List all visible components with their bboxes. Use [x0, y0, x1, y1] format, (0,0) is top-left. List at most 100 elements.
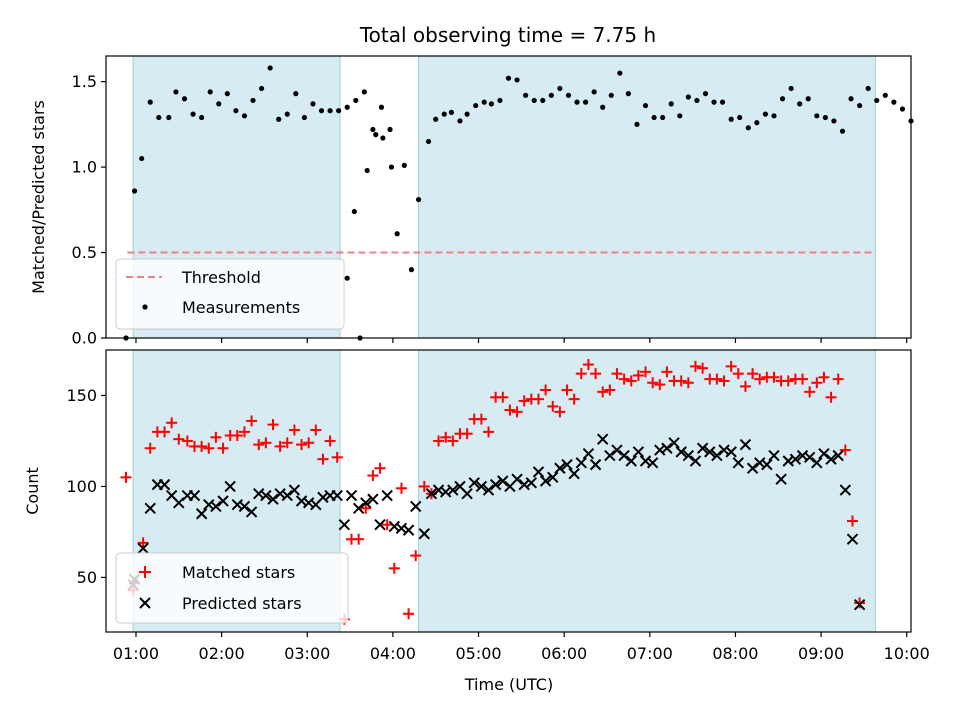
- matched-star-point: [395, 482, 407, 494]
- predicted-star-mark-b: [497, 475, 509, 487]
- x-tick-label: 03:00: [284, 644, 330, 663]
- measurement-point: [805, 96, 811, 102]
- predicted-star-mark-b: [217, 495, 229, 507]
- measurement-point: [797, 101, 803, 107]
- matched-star-point: [296, 439, 308, 451]
- measurement-point: [677, 113, 683, 119]
- measurement-points: [123, 65, 914, 341]
- predicted-star-mark-b: [839, 484, 852, 496]
- predicted-star-mark-b: [554, 462, 566, 474]
- legend-measurements-label: Measurements: [182, 298, 300, 317]
- predicted-star-mark-b: [668, 437, 680, 449]
- measurement-point: [600, 104, 606, 110]
- predicted-star-mark-b: [739, 438, 752, 451]
- predicted-star-mark-b: [260, 489, 272, 502]
- predicted-star-mark-b: [224, 480, 236, 493]
- matched-star-point: [547, 400, 559, 412]
- predicted-star-mark-b: [682, 449, 695, 462]
- measurement-point: [660, 114, 666, 121]
- predicted-star-point: [846, 533, 859, 545]
- predicted-star-mark-b: [768, 449, 780, 462]
- predicted-star-mark-b: [345, 489, 358, 502]
- matched-star-point: [331, 451, 343, 463]
- matched-star-point: [661, 366, 673, 378]
- matched-star-point: [317, 453, 329, 465]
- predicted-star-mark-b: [625, 455, 637, 467]
- predicted-star-mark-b: [352, 502, 365, 514]
- measurement-point: [344, 104, 350, 110]
- predicted-star-mark-b: [374, 518, 386, 531]
- predicted-star-point: [381, 489, 393, 502]
- predicted-star-mark-b: [604, 449, 616, 462]
- predicted-star-point: [267, 493, 279, 505]
- matched-star-point: [682, 377, 694, 389]
- measurement-point: [425, 138, 432, 145]
- predicted-star-point: [761, 458, 773, 471]
- predicted-star-mark-b: [402, 524, 415, 536]
- predicted-star-mark-b: [789, 453, 802, 465]
- measurement-point: [685, 94, 691, 100]
- measurement-point: [865, 85, 871, 92]
- predicted-star-point: [482, 484, 495, 496]
- predicted-star-point: [811, 457, 823, 469]
- measurement-point: [634, 121, 640, 127]
- predicted-star-mark-b: [832, 449, 844, 462]
- predicted-legend-swatch: [139, 597, 151, 609]
- measurement-point: [481, 99, 487, 105]
- predicted-star-mark-b: [775, 473, 787, 485]
- predicted-star-point: [425, 488, 438, 500]
- measurement-point: [394, 231, 400, 237]
- measurement-point: [728, 116, 734, 122]
- matched-star-point: [647, 377, 659, 389]
- matched-star-point: [540, 384, 552, 396]
- predicted-star-point: [217, 495, 229, 507]
- matched-star-point: [260, 437, 272, 449]
- measurement-point: [651, 114, 657, 121]
- predicted-star-point: [210, 500, 222, 513]
- matched-star-point: [811, 377, 823, 389]
- measurement-point: [831, 118, 837, 124]
- predicted-star-mark-b: [195, 508, 208, 520]
- measurement-point: [702, 91, 709, 97]
- predicted-star-point: [618, 449, 630, 462]
- matched-stars-points: [120, 359, 866, 625]
- measurement-point: [565, 92, 572, 98]
- matched-star-point: [173, 433, 185, 445]
- predicted-star-point: [832, 449, 844, 462]
- measurement-point: [388, 164, 395, 170]
- measurement-point: [267, 65, 273, 71]
- predicted-star-mark-b: [425, 488, 438, 500]
- measurement-point: [745, 125, 751, 131]
- bottom-legend: Matched stars Predicted stars: [115, 552, 349, 624]
- predicted-star-mark-b: [725, 446, 737, 458]
- top-legend-box: [115, 258, 345, 330]
- matched-star-point: [739, 380, 751, 392]
- predicted-star-point: [711, 449, 723, 462]
- matched-star-point: [238, 426, 250, 438]
- matched-star-point: [166, 417, 178, 429]
- measurement-point: [488, 101, 494, 107]
- predicted-star-point: [704, 446, 716, 458]
- predicted-star-point: [689, 455, 702, 467]
- matched-star-point: [718, 375, 730, 387]
- measurement-point: [668, 101, 674, 107]
- matched-star-point: [632, 369, 644, 381]
- matched-star-point: [568, 393, 580, 405]
- measurement-point: [250, 97, 256, 104]
- predicted-star-point: [461, 488, 473, 500]
- predicted-star-mark-b: [582, 447, 595, 460]
- matched-star-point: [561, 384, 573, 396]
- measurement-point: [233, 108, 239, 114]
- measurement-point: [207, 89, 213, 95]
- matched-star-point: [846, 515, 858, 527]
- matched-star-point: [818, 371, 830, 383]
- matched-star-point: [288, 424, 300, 436]
- predicted-star-point: [497, 475, 509, 487]
- predicted-star-point: [195, 508, 208, 520]
- predicted-star-point: [768, 449, 780, 462]
- matched-star-point: [768, 371, 780, 383]
- predicted-star-mark-b: [511, 473, 523, 485]
- measurement-point: [464, 111, 470, 117]
- predicted-star-point: [818, 447, 830, 460]
